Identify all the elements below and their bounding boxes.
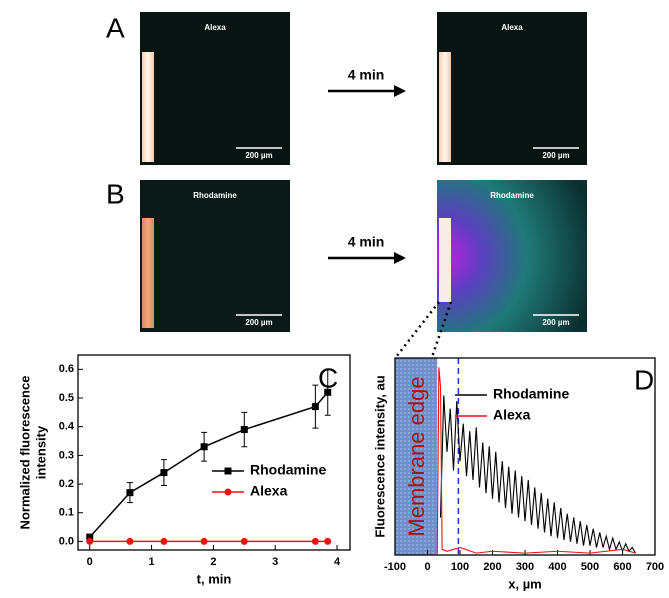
x-tick-label: 0 (424, 561, 430, 573)
marker (160, 469, 168, 477)
arrow: 4 min (328, 234, 406, 264)
x-tick-label: 4 (334, 556, 341, 568)
scale-label: 200 µm (542, 318, 569, 327)
series-line (436, 367, 636, 556)
x-tick-label: 500 (581, 561, 599, 573)
panel-label: B (106, 178, 125, 209)
x-tick-label: 0 (87, 556, 93, 568)
marker (324, 388, 332, 396)
scale-label: 200 µm (245, 151, 272, 160)
marker (160, 537, 168, 545)
marker (200, 537, 208, 545)
x-tick-label: 600 (613, 561, 631, 573)
image-label: Alexa (204, 23, 226, 32)
micrograph: Alexa 200 µm (140, 12, 290, 165)
arrow: 4 min (328, 67, 406, 97)
legend-label: Rhodamine (493, 386, 569, 402)
marker (311, 537, 319, 545)
zoom-line (430, 301, 453, 358)
legend-marker (224, 488, 232, 496)
y-tick-label: 0.3 (59, 449, 74, 461)
x-tick-label: 700 (646, 561, 664, 573)
marker (200, 443, 208, 451)
y-tick-label: 0.2 (59, 478, 74, 490)
x-tick-label: 2 (210, 556, 216, 568)
y-axis-label: Fluorescence intensity, au (372, 375, 387, 537)
image-label: Rhodamine (490, 191, 534, 200)
annotation: Membrane edge (404, 376, 429, 536)
x-tick-label: 300 (516, 561, 534, 573)
panel-label: A (106, 12, 125, 43)
micrograph: Rhodamine 200 µm (437, 180, 587, 332)
marker (240, 537, 248, 545)
y-tick-label: 0.6 (59, 363, 74, 375)
legend-label: Rhodamine (250, 462, 326, 478)
membrane-region (395, 358, 438, 555)
marker (86, 533, 94, 541)
x-tick-label: 200 (483, 561, 501, 573)
legend-marker (224, 467, 232, 475)
series-line (439, 395, 636, 554)
marker (126, 489, 134, 497)
panel-label: D (634, 364, 654, 395)
y-axis-label: Normalized fluorescence (17, 376, 32, 530)
arrow-label: 4 min (348, 67, 385, 83)
legend-label: Alexa (493, 407, 531, 423)
marker (86, 537, 94, 545)
scale-label: 200 µm (542, 151, 569, 160)
x-tick-label: 100 (451, 561, 469, 573)
y-tick-label: 0.0 (59, 535, 74, 547)
micrograph: Rhodamine 200 µm (140, 180, 290, 332)
image-label: Rhodamine (193, 191, 237, 200)
x-axis-label: x, µm (508, 576, 542, 591)
marker (126, 537, 134, 545)
x-tick-label: 3 (272, 556, 278, 568)
scale-label: 200 µm (245, 318, 272, 327)
marker (240, 426, 248, 434)
zoom-line (395, 301, 440, 358)
legend-label: Alexa (250, 483, 288, 499)
x-axis-label: t, min (197, 571, 232, 586)
x-tick-label: -100 (384, 561, 406, 573)
y-tick-label: 0.5 (59, 392, 74, 404)
marker (311, 403, 319, 411)
x-tick-label: 1 (149, 556, 155, 568)
marker (324, 537, 332, 545)
image-label: Alexa (501, 23, 523, 32)
y-axis-label: intensity (33, 425, 48, 479)
micrograph: Alexa 200 µm (437, 12, 587, 165)
plot-frame (77, 354, 351, 551)
y-tick-label: 0.4 (59, 421, 75, 433)
x-tick-label: 400 (548, 561, 566, 573)
y-tick-label: 0.1 (59, 507, 74, 519)
arrow-label: 4 min (348, 234, 385, 250)
